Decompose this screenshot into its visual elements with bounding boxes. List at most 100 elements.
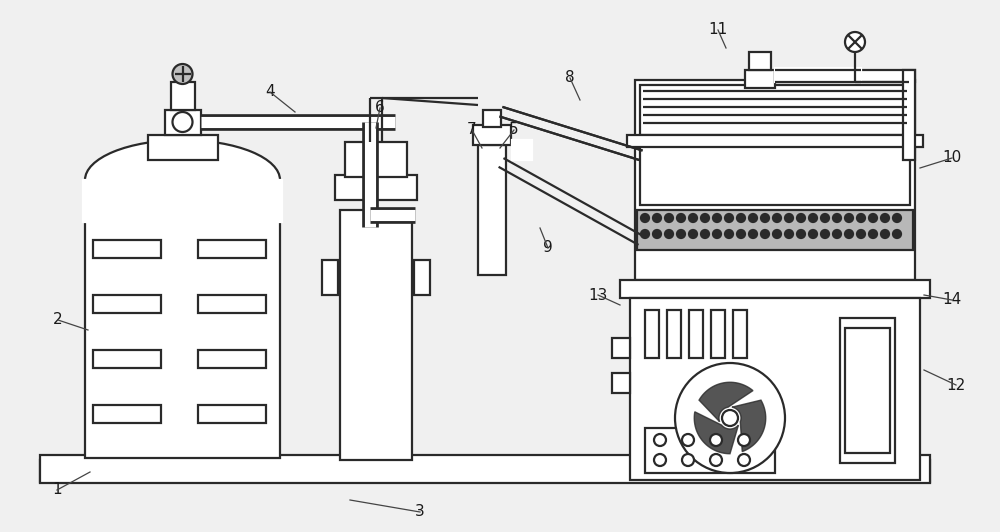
- Polygon shape: [694, 412, 738, 454]
- Circle shape: [665, 214, 673, 222]
- Circle shape: [689, 214, 697, 222]
- Circle shape: [809, 230, 817, 238]
- Bar: [640, 140, 910, 205]
- Bar: [414, 260, 430, 295]
- Circle shape: [701, 214, 709, 222]
- Bar: [85, 180, 280, 458]
- Polygon shape: [699, 383, 753, 422]
- Bar: [148, 135, 218, 160]
- Text: 9: 9: [543, 240, 553, 255]
- Circle shape: [725, 230, 733, 238]
- Ellipse shape: [85, 140, 280, 220]
- Bar: [711, 310, 725, 358]
- Bar: [840, 318, 895, 463]
- Bar: [667, 310, 681, 358]
- Bar: [198, 405, 266, 423]
- Bar: [630, 298, 920, 480]
- Bar: [637, 210, 913, 250]
- Circle shape: [677, 230, 685, 238]
- Bar: [903, 70, 915, 160]
- Bar: [340, 210, 412, 460]
- Bar: [40, 455, 930, 483]
- Circle shape: [665, 230, 673, 238]
- Circle shape: [173, 64, 192, 84]
- Bar: [198, 295, 266, 313]
- Bar: [689, 310, 703, 358]
- Text: 4: 4: [265, 85, 275, 99]
- Text: 6: 6: [375, 101, 385, 115]
- Bar: [627, 135, 923, 147]
- Bar: [473, 125, 511, 145]
- Text: 13: 13: [588, 287, 608, 303]
- Circle shape: [173, 112, 192, 132]
- Bar: [775, 68, 861, 82]
- Circle shape: [737, 230, 745, 238]
- Text: 11: 11: [708, 22, 728, 37]
- Bar: [93, 350, 161, 368]
- Bar: [512, 140, 532, 160]
- Bar: [478, 145, 506, 275]
- Circle shape: [869, 230, 877, 238]
- Circle shape: [654, 434, 666, 446]
- Circle shape: [773, 230, 781, 238]
- Bar: [620, 280, 930, 298]
- Circle shape: [857, 230, 865, 238]
- Circle shape: [833, 230, 841, 238]
- Circle shape: [761, 214, 769, 222]
- Bar: [640, 85, 910, 135]
- Circle shape: [713, 230, 721, 238]
- Circle shape: [821, 214, 829, 222]
- Text: 3: 3: [415, 504, 425, 520]
- Circle shape: [653, 214, 661, 222]
- Text: 10: 10: [942, 151, 962, 165]
- Circle shape: [749, 214, 757, 222]
- Circle shape: [893, 230, 901, 238]
- Bar: [749, 52, 771, 70]
- Circle shape: [857, 214, 865, 222]
- Circle shape: [710, 434, 722, 446]
- Circle shape: [689, 230, 697, 238]
- Circle shape: [710, 454, 722, 466]
- Bar: [170, 82, 194, 110]
- Circle shape: [675, 363, 785, 473]
- Circle shape: [682, 434, 694, 446]
- Bar: [198, 240, 266, 258]
- Circle shape: [797, 230, 805, 238]
- Circle shape: [785, 230, 793, 238]
- Bar: [645, 310, 659, 358]
- Bar: [612, 373, 630, 393]
- Circle shape: [797, 214, 805, 222]
- Circle shape: [738, 434, 750, 446]
- Text: 5: 5: [509, 122, 519, 137]
- Circle shape: [845, 214, 853, 222]
- Circle shape: [725, 214, 733, 222]
- Bar: [483, 110, 501, 127]
- Circle shape: [845, 230, 853, 238]
- Circle shape: [749, 230, 757, 238]
- Circle shape: [677, 214, 685, 222]
- Text: 1: 1: [52, 483, 62, 497]
- Bar: [83, 180, 282, 222]
- Circle shape: [737, 214, 745, 222]
- Circle shape: [809, 214, 817, 222]
- Circle shape: [713, 214, 721, 222]
- Bar: [745, 70, 775, 88]
- Circle shape: [738, 454, 750, 466]
- Circle shape: [845, 32, 865, 52]
- Circle shape: [641, 214, 649, 222]
- Bar: [845, 328, 890, 453]
- Circle shape: [773, 214, 781, 222]
- Bar: [164, 110, 200, 135]
- Polygon shape: [732, 400, 766, 452]
- Bar: [322, 260, 338, 295]
- Text: 7: 7: [467, 122, 477, 137]
- Circle shape: [654, 454, 666, 466]
- Bar: [93, 295, 161, 313]
- Circle shape: [653, 230, 661, 238]
- Text: 14: 14: [942, 293, 962, 307]
- Circle shape: [761, 230, 769, 238]
- Circle shape: [722, 410, 738, 426]
- Bar: [635, 80, 915, 280]
- Bar: [733, 310, 747, 358]
- Circle shape: [682, 454, 694, 466]
